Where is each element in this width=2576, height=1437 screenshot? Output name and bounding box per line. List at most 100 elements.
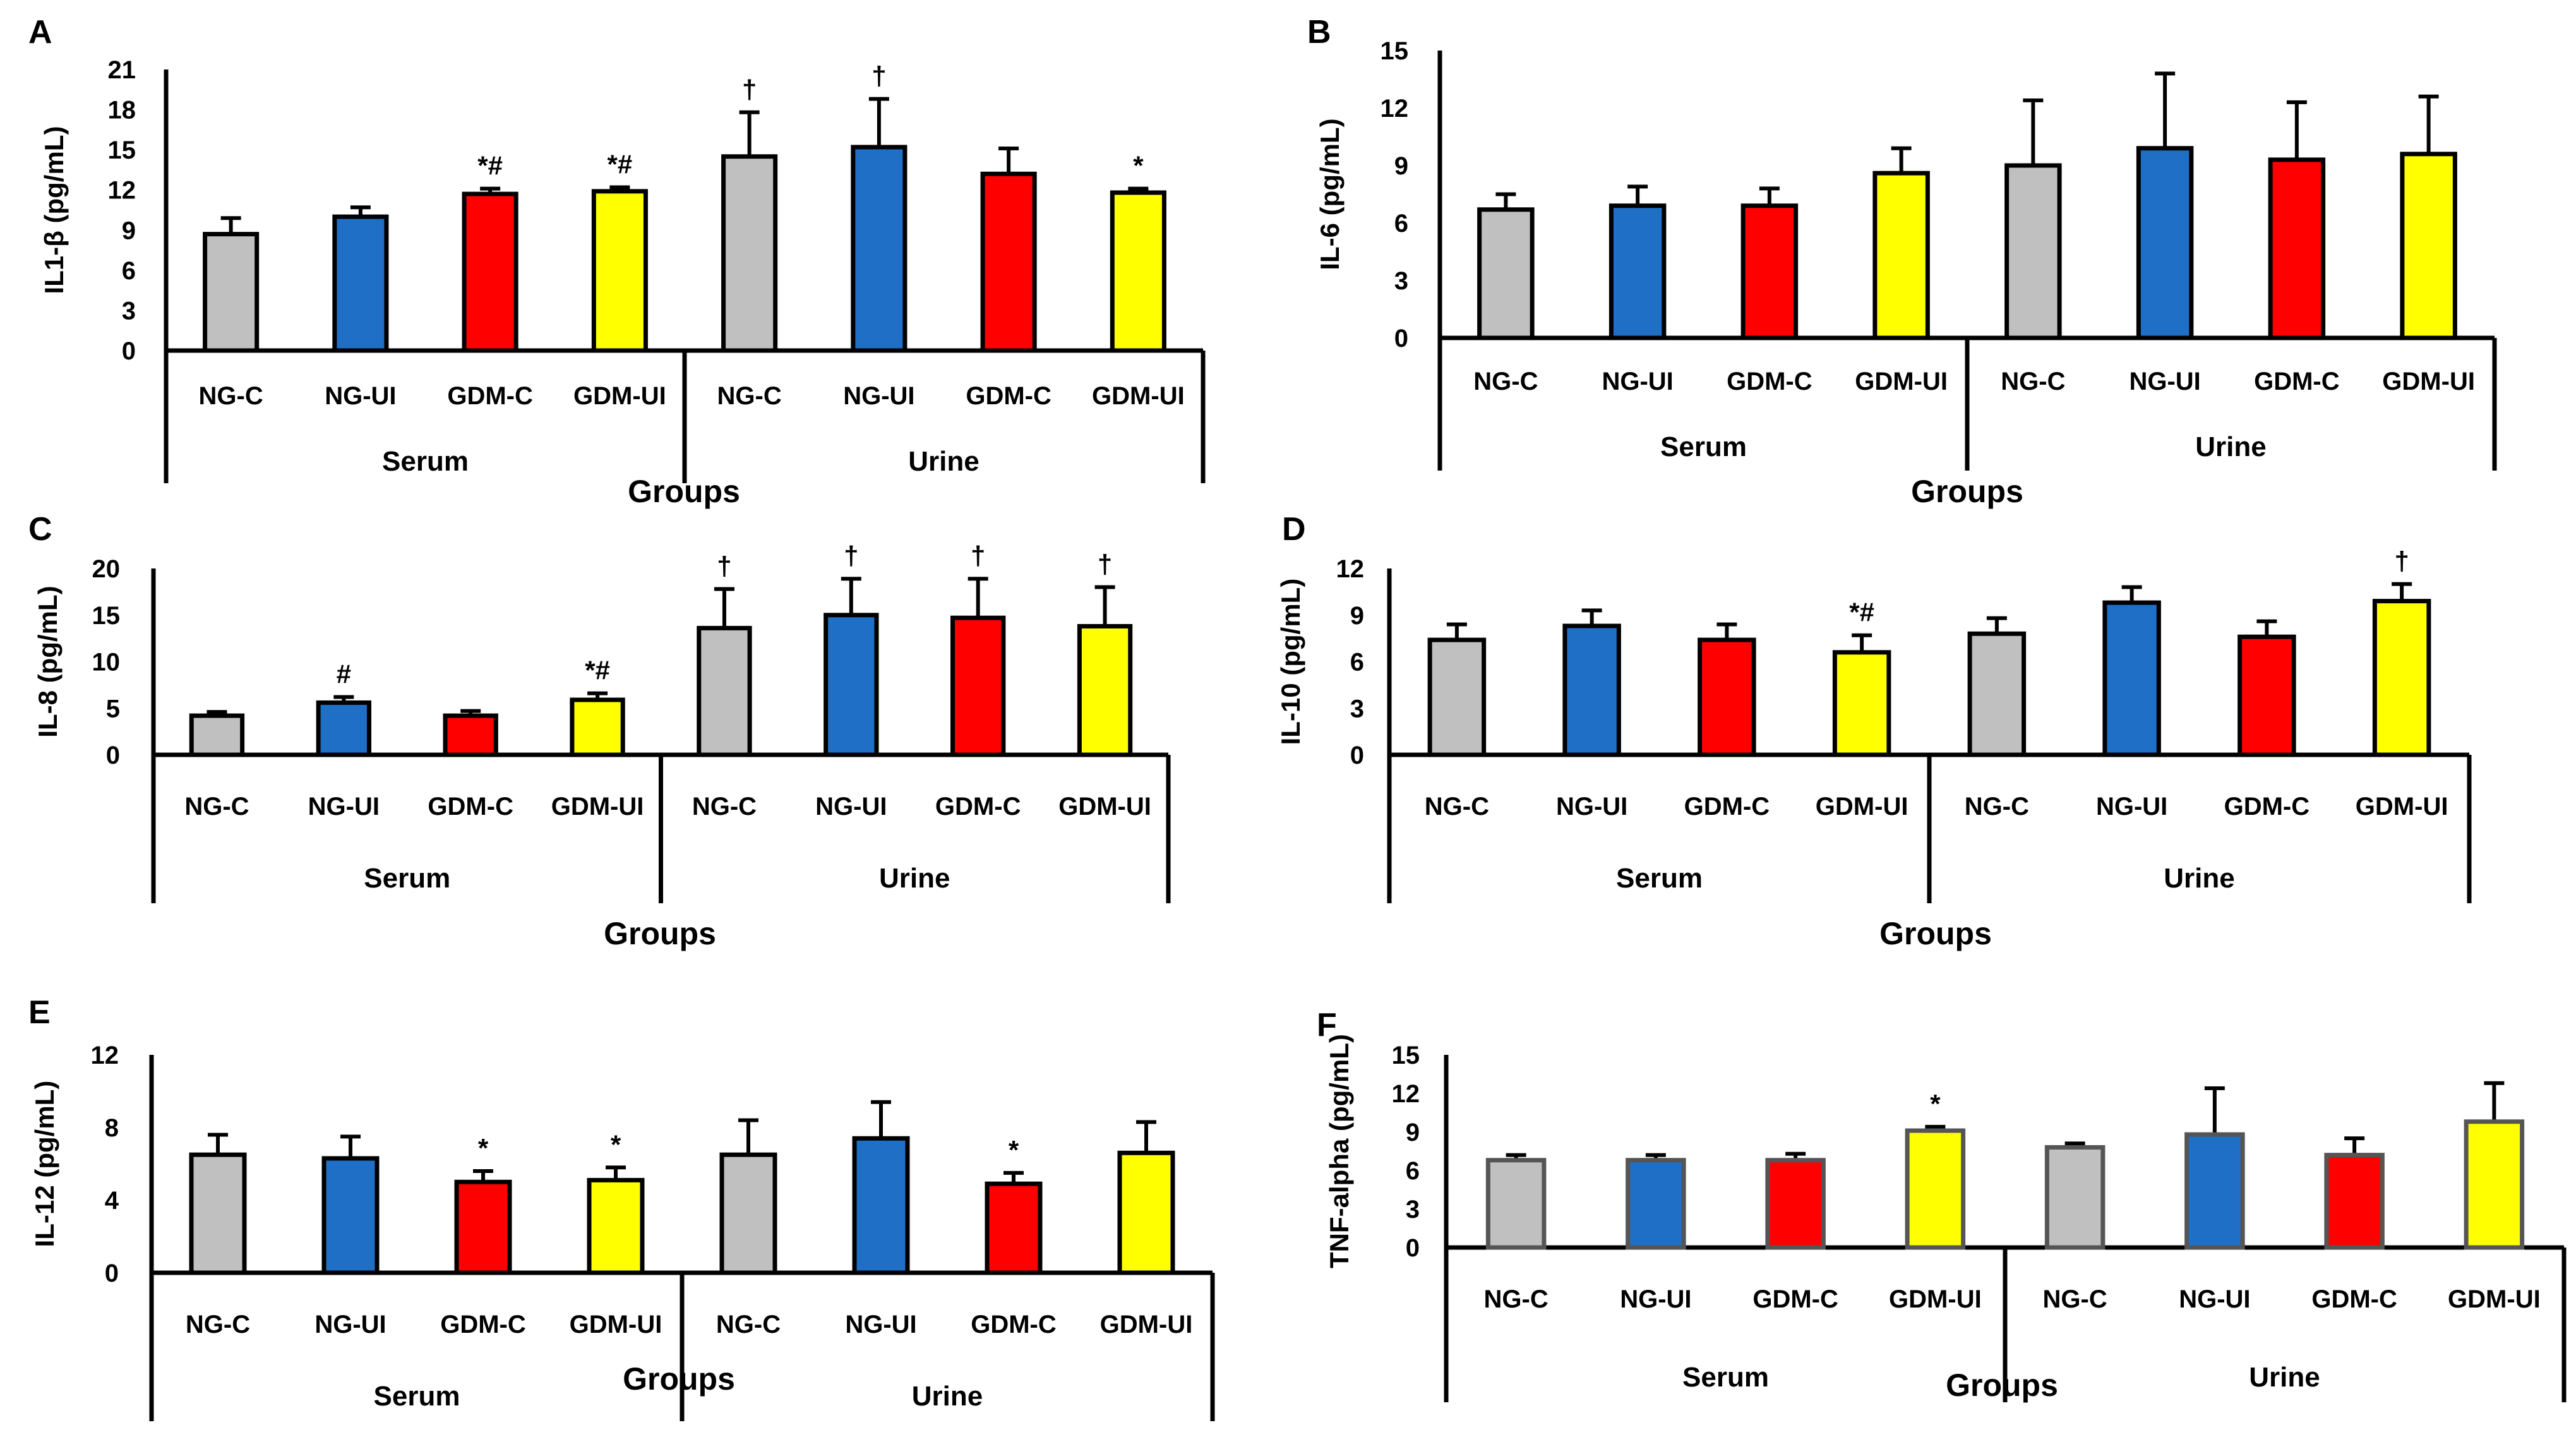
y-tick-label: 3: [122, 297, 136, 325]
bar-gdm-c: [462, 191, 518, 353]
bar-ng-ui: [321, 1156, 380, 1275]
y-tick-label: 9: [1406, 1119, 1420, 1146]
category-label: NG-C: [199, 382, 263, 410]
category-label: GDM-C: [428, 793, 513, 821]
group-label: Serum: [374, 1381, 460, 1412]
category-label: NG-C: [1965, 793, 2029, 821]
significance-marker: †: [717, 551, 731, 580]
y-tick-label: 0: [105, 1260, 119, 1287]
group-label: Serum: [364, 863, 450, 894]
y-tick-label: 4: [105, 1187, 119, 1215]
bar-gdm-ui: [2372, 599, 2431, 757]
chart-panel-b: B 0 3 6 9 12 15 IL-6 (pg/mL) NG-C NG-UI GDM-C GDM-U…: [1307, 14, 2497, 509]
y-tick-label: 5: [106, 695, 120, 723]
y-axis-title: IL1-β (pg/mL): [39, 126, 69, 294]
category-label: GDM-UI: [2382, 368, 2475, 395]
category-label: NG-UI: [843, 382, 914, 410]
significance-marker: #: [337, 659, 351, 689]
chart-panel-e: E 0 4 8 12 IL-12 (pg/mL) NG-C NG-UI * GDM-C * GDM-U…: [28, 994, 1215, 1421]
bar-ng-c: [697, 625, 752, 757]
category-label: NG-UI: [1620, 1285, 1691, 1313]
bar-gdm-c: [985, 1181, 1043, 1275]
category-label: GDM-C: [935, 793, 1021, 821]
bar-ng-ui: [1562, 623, 1621, 757]
chart-panel-a: A 0 3 6 9 12 15 18 21 IL1-β (pg/mL) NG-C NG-UI *# GDM…: [28, 14, 1206, 509]
bar-gdm-c: [1740, 203, 1799, 340]
significance-marker: *#: [477, 151, 503, 181]
y-tick-label: 15: [92, 602, 121, 630]
y-tick-label: 10: [92, 649, 121, 676]
category-label: NG-UI: [845, 1311, 916, 1338]
group-label: Serum: [382, 446, 469, 477]
bar-ng-c: [203, 232, 260, 353]
bar-ng-ui: [824, 613, 879, 757]
bar-ng-ui: [1609, 203, 1667, 340]
category-label: NG-UI: [308, 793, 380, 821]
y-tick-label: 0: [1406, 1234, 1420, 1262]
bar-gdm-ui: [1117, 1150, 1175, 1275]
category-label: GDM-UI: [2448, 1285, 2541, 1313]
y-tick-label: 6: [1406, 1157, 1420, 1185]
y-axis-title: IL-12 (pg/mL): [30, 1081, 59, 1248]
category-label: GDM-C: [2224, 793, 2310, 821]
bar-ng-c: [189, 1152, 247, 1275]
panel-letter: B: [1307, 14, 1331, 51]
y-tick-label: 20: [92, 555, 121, 583]
significance-marker: *: [1930, 1089, 1941, 1119]
significance-marker: †: [844, 541, 858, 570]
category-label: NG-C: [186, 1311, 250, 1338]
y-tick-label: 12: [108, 177, 136, 205]
category-label: GDM-C: [2254, 368, 2340, 395]
bar-gdm-c: [2238, 634, 2296, 757]
group-label: Urine: [912, 1381, 983, 1412]
category-label: GDM-UI: [1100, 1311, 1193, 1338]
bar-ng-ui: [2184, 1132, 2245, 1250]
category-label: GDM-UI: [1092, 382, 1185, 410]
bar-gdm-ui: [570, 697, 625, 757]
significance-marker: †: [971, 541, 985, 570]
panel-letter: A: [28, 14, 52, 51]
y-tick-label: 0: [1350, 742, 1364, 769]
category-label: GDM-C: [971, 1311, 1057, 1338]
significance-marker: *: [1133, 151, 1144, 181]
y-tick-label: 12: [1336, 555, 1365, 583]
bar-ng-ui: [1626, 1158, 1686, 1250]
bar-ng-c: [1427, 637, 1487, 757]
x-axis-title: Groups: [604, 916, 716, 951]
y-tick-label: 21: [108, 56, 136, 84]
category-label: GDM-C: [2311, 1285, 2397, 1313]
significance-marker: †: [742, 75, 757, 104]
significance-marker: *#: [608, 149, 633, 179]
bar-gdm-ui: [1077, 623, 1133, 757]
category-label: NG-UI: [315, 1311, 386, 1338]
category-label: NG-UI: [815, 793, 887, 821]
category-label: GDM-C: [1752, 1285, 1838, 1313]
y-tick-label: 12: [1381, 95, 1409, 123]
bar-gdm-c: [950, 615, 1006, 757]
category-label: NG-C: [1484, 1285, 1549, 1313]
group-label: Urine: [879, 863, 950, 894]
bar-ng-c: [1967, 631, 2027, 757]
bar-gdm-c: [2324, 1153, 2385, 1250]
significance-marker: *#: [585, 656, 610, 685]
significance-marker: †: [872, 61, 886, 91]
bar-gdm-c: [2268, 157, 2326, 340]
category-label: NG-C: [184, 793, 249, 821]
panel-letter: C: [28, 511, 52, 548]
significance-marker: *: [611, 1129, 621, 1159]
bar-gdm-ui: [591, 189, 648, 353]
group-label: Urine: [2249, 1362, 2320, 1393]
bar-gdm-ui: [1832, 650, 1891, 757]
bar-ng-c: [719, 1152, 777, 1275]
y-tick-label: 12: [91, 1042, 119, 1069]
category-label: GDM-UI: [1816, 793, 1908, 821]
x-axis-title: Groups: [623, 1361, 735, 1397]
y-tick-label: 6: [1350, 649, 1364, 676]
bar-ng-ui: [316, 700, 371, 757]
category-label: GDM-UI: [573, 382, 666, 410]
group-label: Serum: [1616, 863, 1703, 894]
x-axis-title: Groups: [1911, 474, 2023, 509]
bar-ng-ui: [2102, 600, 2161, 757]
category-label: GDM-C: [1684, 793, 1770, 821]
bar-gdm-ui: [1110, 190, 1166, 353]
